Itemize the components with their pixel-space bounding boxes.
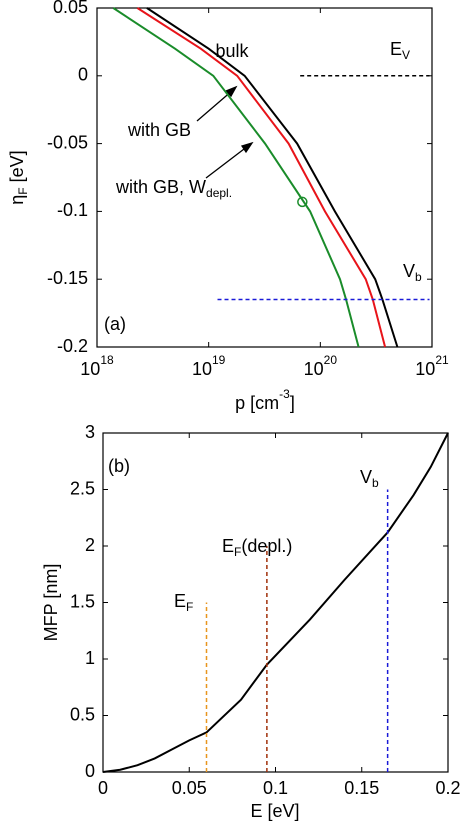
text-part: 10 [192,359,212,379]
x-axis-title: p [cm-3] [235,387,295,413]
arrows [196,85,254,179]
text-part: -3 [279,387,290,401]
text-part: with GB, W [115,177,206,197]
text-part: E [174,591,186,611]
y-tick-label: 0.5 [70,704,95,724]
x-tick-label: 1019 [192,353,226,379]
text-part: η [7,195,27,205]
y-tick-label: 3 [85,422,95,442]
text-part: 10 [304,359,324,379]
marker [297,196,308,208]
text-part: ] [290,393,295,413]
line-series [136,7,387,348]
arrow-head [240,141,254,154]
text-part: 20 [324,353,338,367]
y-tick-label: 0 [78,65,88,85]
y-axis-title: ηF [eV] [7,150,30,204]
y-tick-label: 0.05 [53,0,88,17]
text-part: 10 [80,359,100,379]
text-part: F [16,187,30,194]
y-tick-label: 2.5 [70,478,95,498]
y-tick-label: -0.05 [47,132,88,152]
x-tick-label: 0.1 [263,778,288,798]
y-tick-label: 1 [85,648,95,668]
text-part: V [403,261,415,281]
text-part: [eV] [7,150,27,187]
x-tick-label: 0 [98,778,108,798]
y-tick-label: 0 [85,761,95,781]
x-tick-label: 1021 [415,353,449,379]
annotation: EF [174,591,193,614]
text-part: b [372,476,379,490]
annotation: (b) [108,456,130,476]
text-part: E [390,39,402,59]
text-part: F [186,600,193,614]
annotation: Vb [360,467,379,490]
text-part: V [402,48,410,62]
text-part: b [415,270,422,284]
text-part: F [234,545,241,559]
y-tick-label: 1.5 [70,591,95,611]
text-part: depl. [206,186,232,200]
annotation: (a) [104,314,126,334]
line-series [102,432,449,773]
text-part: (depl.) [241,536,292,556]
x-tick-label: 0.15 [344,778,379,798]
text-part: 19 [212,353,226,367]
y-tick-label: -0.1 [57,200,88,220]
text-part: E [222,536,234,556]
text-part: V [360,467,372,487]
annotation: EF(depl.) [222,536,292,559]
line-series [112,7,360,348]
x-tick-label: 1018 [80,353,114,379]
x-axis-title: E [eV] [250,801,299,821]
x-tick-label: 1020 [304,353,338,379]
arrow-head [224,85,238,98]
plot-frame [96,7,433,348]
line-series [146,7,399,348]
text-part: p [cm [235,393,279,413]
annotation: bulk [215,41,249,61]
plot-frame [102,432,449,773]
annotation: with GB [127,120,191,140]
y-tick-label: 2 [85,535,95,555]
text-part: 18 [100,353,114,367]
y-tick-label: -0.2 [57,336,88,356]
x-tick-label: 0.2 [435,778,460,798]
annotation: EV [390,39,410,62]
text-part: 21 [435,353,449,367]
annotation: with GB, Wdepl. [115,177,232,200]
text-part: 10 [415,359,435,379]
y-axis-title: MFP [nm] [41,564,61,642]
arrow [205,145,249,179]
x-tick-label: 0.05 [172,778,207,798]
y-tick-label: -0.15 [47,268,88,288]
annotation: Vb [403,261,422,284]
